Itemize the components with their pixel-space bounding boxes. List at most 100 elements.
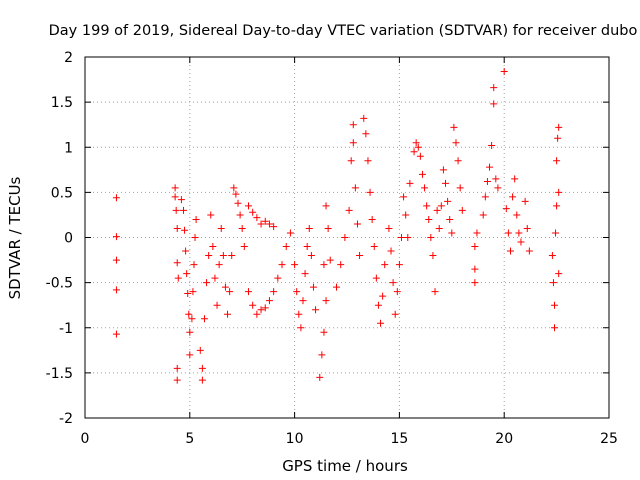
data-point <box>515 229 523 237</box>
data-point <box>200 315 208 323</box>
data-point <box>173 364 181 372</box>
data-point <box>351 184 359 192</box>
data-point <box>410 148 418 156</box>
data-point <box>377 319 385 327</box>
data-point <box>172 206 180 214</box>
data-point <box>188 315 196 323</box>
x-tick-label: 10 <box>286 431 304 447</box>
data-point <box>391 310 399 318</box>
data-point <box>502 205 510 213</box>
data-point <box>203 279 211 287</box>
data-point <box>209 243 217 251</box>
data-point <box>320 328 328 336</box>
data-point <box>324 224 332 232</box>
data-point <box>190 261 198 269</box>
data-point <box>494 184 502 192</box>
data-point <box>442 179 450 187</box>
data-point <box>349 139 357 147</box>
y-tick-label: 1 <box>64 140 73 156</box>
data-point <box>551 324 559 332</box>
x-tick-label: 5 <box>185 431 194 447</box>
data-point <box>374 301 382 309</box>
data-point <box>471 279 479 287</box>
data-point <box>265 297 273 305</box>
data-point <box>234 199 242 207</box>
data-point <box>299 297 307 305</box>
data-point <box>414 143 422 151</box>
data-point <box>307 252 315 260</box>
data-point <box>192 215 200 223</box>
data-point <box>112 330 120 338</box>
data-point <box>504 229 512 237</box>
data-point <box>261 217 269 225</box>
data-point <box>253 310 261 318</box>
data-point <box>554 134 562 142</box>
x-tick-labels: 0 5 10 15 20 25 <box>81 431 618 447</box>
data-point <box>274 274 282 282</box>
data-point <box>548 252 556 260</box>
data-point <box>437 202 445 210</box>
y-tick-labels: -2 -1.5 -1 -0.5 0 0.5 1 1.5 2 <box>46 50 73 427</box>
data-point <box>387 247 395 255</box>
data-point <box>446 215 454 223</box>
data-point <box>513 211 521 219</box>
data-point <box>368 215 376 223</box>
data-point <box>312 306 320 314</box>
data-point <box>270 223 278 231</box>
data-point <box>509 193 517 201</box>
y-tick-label: -1.5 <box>46 366 73 382</box>
data-point <box>205 252 213 260</box>
data-point <box>177 196 185 204</box>
data-point <box>456 184 464 192</box>
data-point <box>356 252 364 260</box>
data-point <box>182 247 190 255</box>
data-point <box>379 292 387 300</box>
data-point <box>171 193 179 201</box>
data-point <box>360 114 368 122</box>
data-point <box>286 229 294 237</box>
data-point <box>293 288 301 296</box>
data-point <box>198 376 206 384</box>
data-point <box>341 234 349 241</box>
data-point <box>488 141 496 149</box>
data-point <box>297 324 305 332</box>
data-point <box>555 188 563 196</box>
data-point <box>301 270 309 278</box>
data-point <box>506 247 514 255</box>
data-point <box>404 234 412 241</box>
data-point <box>322 297 330 305</box>
data-point <box>112 286 120 294</box>
data-point <box>261 304 269 312</box>
data-point <box>454 157 462 165</box>
data-point <box>444 197 452 205</box>
x-tick-label: 25 <box>600 431 618 447</box>
data-point <box>112 233 120 241</box>
data-point <box>244 202 252 210</box>
data-point <box>433 206 441 214</box>
data-point <box>551 301 559 309</box>
data-point <box>240 243 248 251</box>
data-point <box>486 163 494 171</box>
y-axis-label: SDTVAR / TECUs <box>6 176 24 299</box>
y-tick-label: 0 <box>64 231 73 247</box>
data-point <box>483 178 491 186</box>
data-point <box>552 229 560 237</box>
data-point <box>353 220 361 228</box>
data-point <box>196 346 204 354</box>
data-point <box>490 84 498 92</box>
data-point <box>425 215 433 223</box>
data-point <box>180 206 188 214</box>
data-point <box>423 202 431 210</box>
data-point <box>402 211 410 219</box>
data-point <box>517 238 525 246</box>
data-point <box>173 224 181 232</box>
data-point <box>282 243 290 251</box>
data-point <box>471 243 479 251</box>
data-point <box>303 243 311 251</box>
data-point <box>450 123 458 131</box>
y-tick-label: 2 <box>64 50 73 66</box>
data-point <box>291 261 299 269</box>
data-point <box>257 220 265 228</box>
data-point <box>213 301 221 309</box>
